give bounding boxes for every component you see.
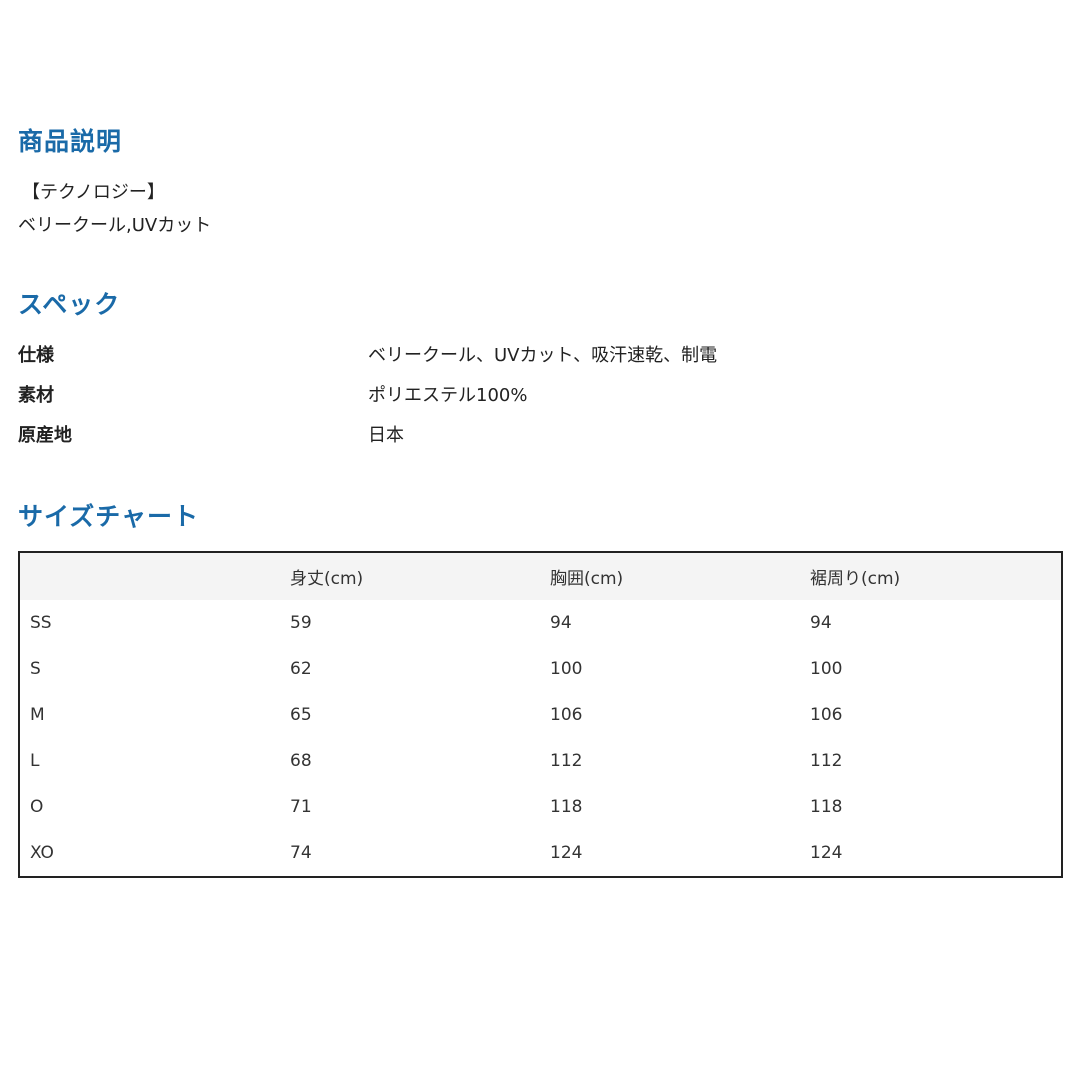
size-chart-table: 身丈(cm) 胸囲(cm) 裾周り(cm) SS 59 94 94 S 62 100 100 M…: [18, 551, 1063, 878]
table-cell: 71: [290, 797, 312, 817]
table-cell: 100: [550, 659, 583, 679]
table-row: XO 74 124 124: [19, 830, 1062, 877]
spec-list: 仕様 ベリークール、UVカット、吸汗速乾、制電 素材 ポリエステル100% 原産地 日…: [18, 334, 1058, 454]
spec-row: 素材 ポリエステル100%: [18, 374, 1058, 414]
table-cell: O: [30, 797, 44, 817]
table-cell: 94: [810, 613, 832, 633]
table-row: SS 59 94 94: [19, 600, 1062, 646]
table-cell: 112: [810, 751, 843, 771]
table-cell: SS: [30, 613, 52, 633]
table-cell: 94: [550, 613, 572, 633]
table-cell: 106: [550, 705, 583, 725]
spec-value: ポリエステル100%: [368, 385, 528, 406]
spec-key: 仕様: [18, 345, 54, 366]
table-cell: L: [30, 751, 40, 771]
table-cell: M: [30, 705, 45, 725]
table-cell: 59: [290, 613, 312, 633]
column-header: 身丈(cm): [280, 552, 540, 600]
spec-key: 原産地: [18, 425, 72, 446]
table-cell: 124: [550, 843, 583, 863]
table-cell: XO: [30, 843, 54, 863]
description-line: ベリークール,UVカット: [18, 215, 212, 236]
spec-row: 原産地 日本: [18, 414, 1058, 454]
table-row: S 62 100 100: [19, 646, 1062, 692]
spec-value: ベリークール、UVカット、吸汗速乾、制電: [368, 345, 718, 366]
table-cell: 124: [810, 843, 843, 863]
table-cell: S: [30, 659, 41, 679]
column-header: [19, 552, 280, 600]
spec-key: 素材: [18, 385, 54, 406]
description-heading: 商品説明: [18, 127, 123, 156]
table-cell: 74: [290, 843, 312, 863]
table-cell: 62: [290, 659, 312, 679]
column-header: 胸囲(cm): [540, 552, 800, 600]
table-row: M 65 106 106: [19, 692, 1062, 738]
table-cell: 106: [810, 705, 843, 725]
table-cell: 65: [290, 705, 312, 725]
spec-row: 仕様 ベリークール、UVカット、吸汗速乾、制電: [18, 334, 1058, 374]
table-cell: 112: [550, 751, 583, 771]
size-chart-heading: サイズチャート: [18, 502, 200, 531]
column-header: 裾周り(cm): [800, 552, 1062, 600]
table-row: O 71 118 118: [19, 784, 1062, 830]
description-line: 【テクノロジー】: [22, 182, 165, 203]
table-cell: 68: [290, 751, 312, 771]
table-cell: 118: [550, 797, 583, 817]
table-cell: 100: [810, 659, 843, 679]
spec-heading: スペック: [18, 290, 121, 319]
table-header-row: 身丈(cm) 胸囲(cm) 裾周り(cm): [19, 552, 1062, 600]
spec-value: 日本: [368, 425, 404, 446]
table-cell: 118: [810, 797, 843, 817]
table-row: L 68 112 112: [19, 738, 1062, 784]
